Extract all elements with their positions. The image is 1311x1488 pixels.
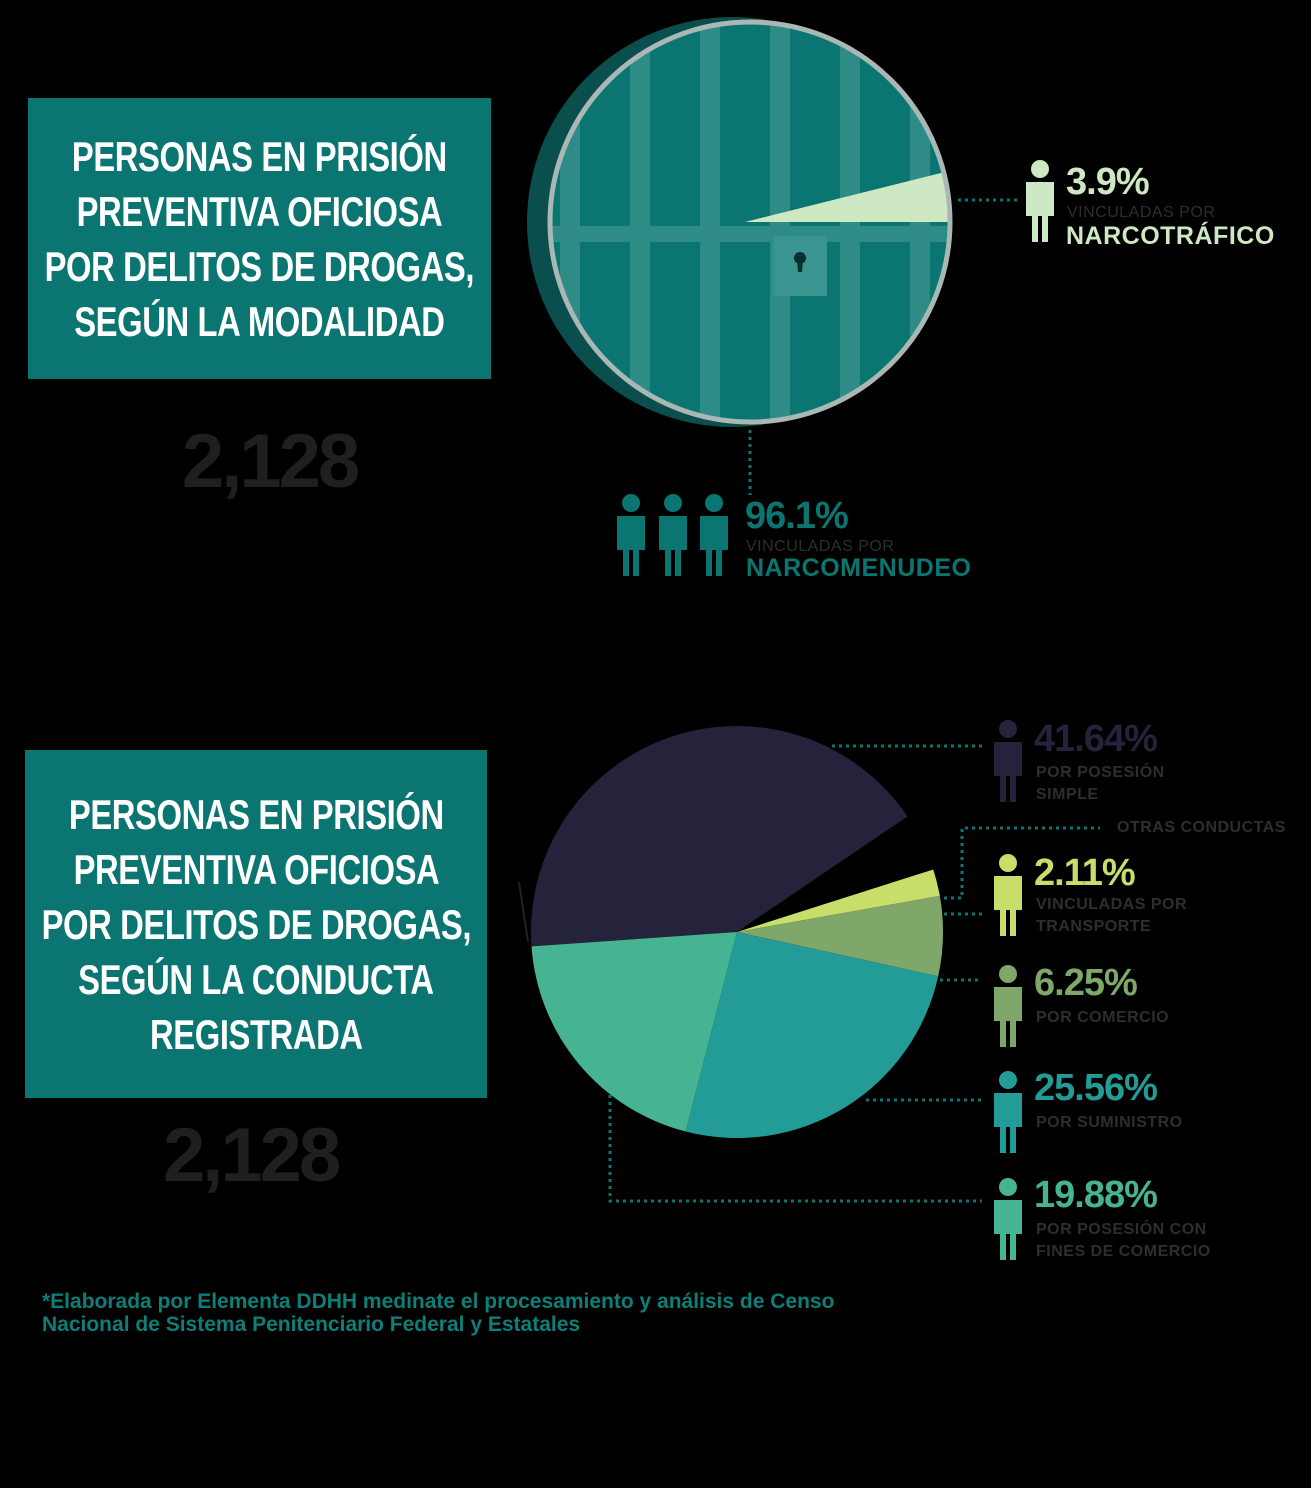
- section2-title-box: PERSONAS EN PRISIÓN PREVENTIVA OFICIOSA …: [25, 750, 487, 1098]
- pct-transporte: 2.11%: [1034, 852, 1136, 894]
- person-icon: [700, 494, 728, 576]
- section2-leaders: [608, 744, 1100, 1203]
- conduct-pie: [530, 725, 944, 1138]
- footnote-line: *Elaborada por Elementa DDHH medinate el…: [42, 1290, 835, 1313]
- section2-title-line: PERSONAS EN PRISIÓN: [68, 790, 444, 838]
- caption-line: POR POSESIÓN: [1036, 764, 1165, 781]
- caption-comercio: POR COMERCIO: [1036, 1009, 1170, 1026]
- section2-title-line: REGISTRADA: [149, 1010, 363, 1058]
- person-icon: [994, 720, 1022, 802]
- caption-suministro: POR SUMINISTRO: [1036, 1114, 1183, 1131]
- slice-posesion-fines: [531, 932, 737, 1132]
- slice-otras-conductas: [737, 816, 934, 932]
- slice-transporte: [737, 869, 940, 932]
- caption-narcomenudeo: VINCULADAS POR: [746, 538, 895, 555]
- pct-narcomenudeo: 96.1%: [745, 495, 849, 537]
- slice-comercio: [737, 895, 944, 977]
- footnote: *Elaborada por Elementa DDHH medinate el…: [42, 1290, 834, 1336]
- name-narcomenudeo: NARCOMENUDEO: [746, 554, 972, 582]
- pct-posesion-simple: 41.64%: [1034, 718, 1158, 760]
- caption-posesion-fines: POR POSESIÓN CON FINES DE COMERCIO: [1036, 1219, 1211, 1263]
- section2-title-line: POR DELITOS DE DROGAS,: [41, 900, 471, 948]
- caption-line: TRANSPORTE: [1036, 918, 1152, 935]
- pct-narcotrafico: 3.9%: [1066, 161, 1150, 203]
- name-narcotrafico: NARCOTRÁFICO: [1066, 222, 1275, 250]
- lock-icon: [773, 236, 827, 296]
- pct-posesion-fines: 19.88%: [1034, 1174, 1158, 1216]
- pie-edge-mark: [518, 881, 529, 943]
- caption-otras: OTRAS CONDUCTAS: [1117, 819, 1286, 836]
- slice-suministro: [685, 932, 939, 1138]
- section1-title-line: PERSONAS EN PRISIÓN: [72, 132, 447, 180]
- person-icon: [994, 965, 1022, 1047]
- section1-total: 2,128: [182, 419, 360, 504]
- section2-title-line: SEGÚN LA CONDUCTA: [78, 955, 434, 1003]
- section2-title-line: PREVENTIVA OFICIOSA: [73, 845, 439, 893]
- section1-title-line: SEGÚN LA MODALIDAD: [74, 297, 445, 345]
- section1-title-box: PERSONAS EN PRISIÓN PREVENTIVA OFICIOSA …: [28, 98, 491, 379]
- section1-title-line: POR DELITOS DE DROGAS,: [44, 242, 475, 290]
- leader-otras: [944, 826, 1100, 900]
- jail-rim: [547, 19, 953, 425]
- pct-suministro: 25.56%: [1034, 1067, 1158, 1109]
- caption-posesion-simple: POR POSESIÓN SIMPLE: [1036, 762, 1165, 806]
- person-icon: [994, 1071, 1022, 1153]
- person-icon: [1026, 160, 1054, 242]
- section1-title-line: PREVENTIVA OFICIOSA: [76, 187, 443, 235]
- caption-line: POR POSESIÓN CON: [1036, 1221, 1207, 1238]
- footnote-line: Nacional de Sistema Penitenciario Federa…: [42, 1313, 581, 1336]
- person-icon: [659, 494, 687, 576]
- caption-transporte: VINCULADAS POR TRANSPORTE: [1036, 894, 1187, 938]
- section2-total: 2,128: [163, 1113, 341, 1198]
- person-icon: [617, 494, 645, 576]
- caption-line: SIMPLE: [1036, 786, 1099, 803]
- person-icon: [994, 1178, 1022, 1260]
- slice-narcotrafico: [745, 172, 950, 222]
- jail-pie: [527, 17, 953, 427]
- caption-narcotrafico: VINCULADAS POR: [1067, 204, 1216, 221]
- caption-line: FINES DE COMERCIO: [1036, 1243, 1211, 1260]
- leader-posesion-fines: [608, 1095, 982, 1203]
- slice-posesion-simple: [530, 725, 908, 947]
- person-icon: [994, 854, 1022, 936]
- pct-comercio: 6.25%: [1034, 962, 1138, 1004]
- caption-line: VINCULADAS POR: [1036, 896, 1188, 913]
